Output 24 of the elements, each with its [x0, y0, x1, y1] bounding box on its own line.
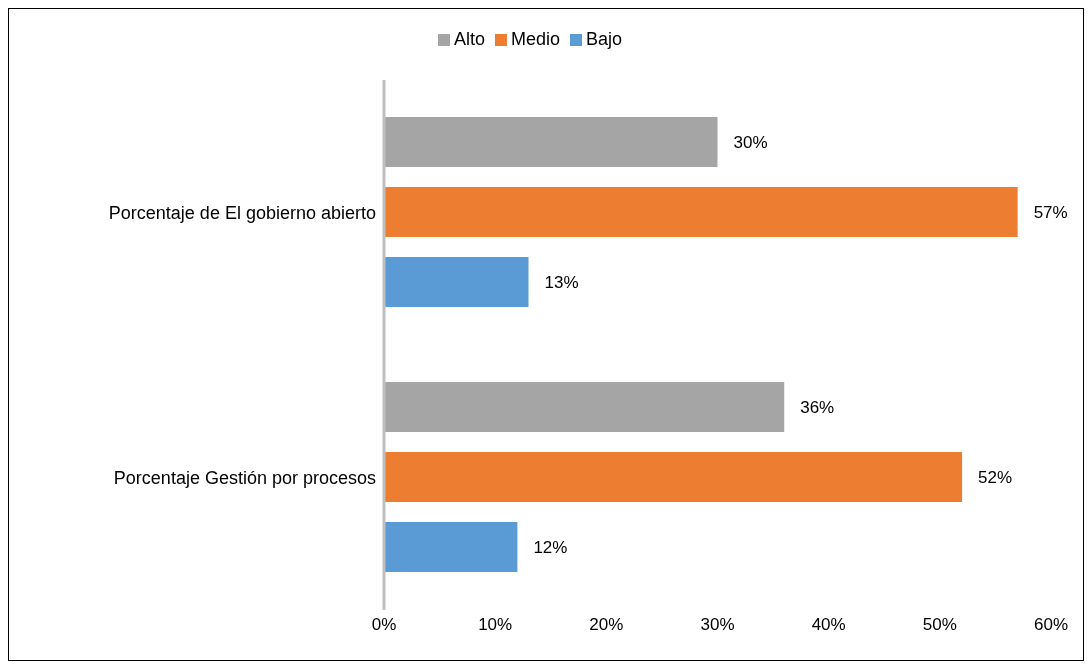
x-tick-label: 60%: [1033, 615, 1069, 635]
x-tick-label: 10%: [478, 615, 513, 635]
bar: [384, 382, 785, 433]
x-tick-label: 40%: [811, 615, 846, 635]
data-label: 12%: [533, 538, 568, 558]
bar: [384, 187, 1018, 238]
x-tick-label: 30%: [700, 615, 735, 635]
bar: [384, 117, 718, 168]
bar: [384, 257, 529, 308]
data-label: 30%: [733, 133, 768, 153]
legend-label: Bajo: [586, 29, 623, 49]
data-label: 13%: [544, 273, 579, 293]
y-tick-label: Porcentaje Gestión por procesos: [113, 467, 376, 488]
data-label: 36%: [800, 398, 835, 418]
bar: [384, 452, 963, 503]
y-tick-label: Porcentaje de El gobierno abierto: [108, 202, 376, 223]
legend-label: Medio: [510, 29, 561, 49]
data-label: 52%: [978, 468, 1013, 488]
bar: [384, 522, 518, 573]
data-label: 57%: [1033, 203, 1068, 223]
x-tick-label: 20%: [589, 615, 624, 635]
legend-label: Alto: [453, 29, 485, 49]
x-tick-label: 50%: [922, 615, 957, 635]
x-tick-label: 0%: [371, 615, 397, 635]
